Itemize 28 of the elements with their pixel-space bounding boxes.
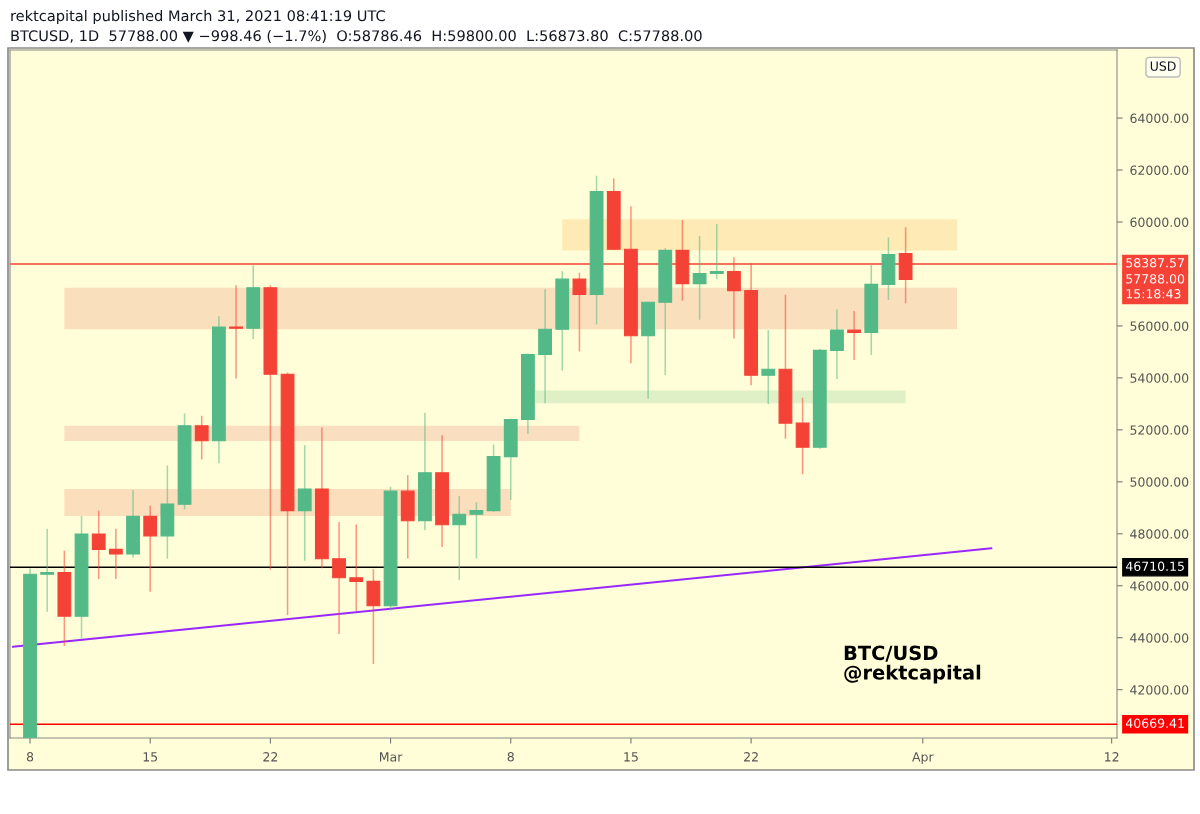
y-tick-label: 62000.00: [1130, 165, 1189, 175]
y-tick-label: 42000.00: [1130, 685, 1189, 695]
y-tick-label: 46000.00: [1130, 581, 1189, 591]
x-tick-label: 15: [624, 752, 638, 762]
x-tick-label: 22: [744, 752, 758, 762]
y-axis-title: USD: [1150, 61, 1176, 71]
x-tick-label: 22: [263, 752, 278, 762]
annotation: BTC/USD @rektcapital: [844, 645, 981, 684]
x-tick-label: 8: [26, 752, 34, 762]
ref-line-label: 58387.57: [1126, 258, 1184, 268]
x-tick-label: Apr: [912, 752, 934, 764]
x-tick-label: Mar: [380, 752, 403, 762]
y-tick-label: 60000.00: [1130, 217, 1189, 227]
y-tick-label: 54000.00: [1130, 373, 1189, 383]
ref-line-label: 46710.15: [1125, 561, 1184, 571]
y-tick-label: 44000.00: [1130, 633, 1189, 643]
y-tick-label: 48000.00: [1130, 529, 1189, 539]
y-tick-label: 64000.00: [1130, 113, 1189, 123]
chart-subtitle: BTCUSD, 1D 57788.00 ▼ −998.46 (−1.7%) O:58786.46 H:59800.00 L:56873.80 C:57788.00: [11, 29, 702, 43]
y-tick-label: 50000.00: [1130, 477, 1189, 487]
text: 57788.00 15:18:43: [1126, 274, 1185, 299]
chart-title: rektcapital published March 31, 2021 08:41:19 UTC: [11, 9, 385, 25]
y-tick-label: 56000.00: [1130, 321, 1189, 331]
x-tick-label: 8: [507, 752, 514, 762]
x-tick-label: 12: [1105, 752, 1119, 762]
y-tick-label: 52000.00: [1130, 425, 1189, 435]
ref-line-label: 40669.41: [1125, 718, 1184, 728]
x-tick-label: 15: [143, 752, 158, 762]
